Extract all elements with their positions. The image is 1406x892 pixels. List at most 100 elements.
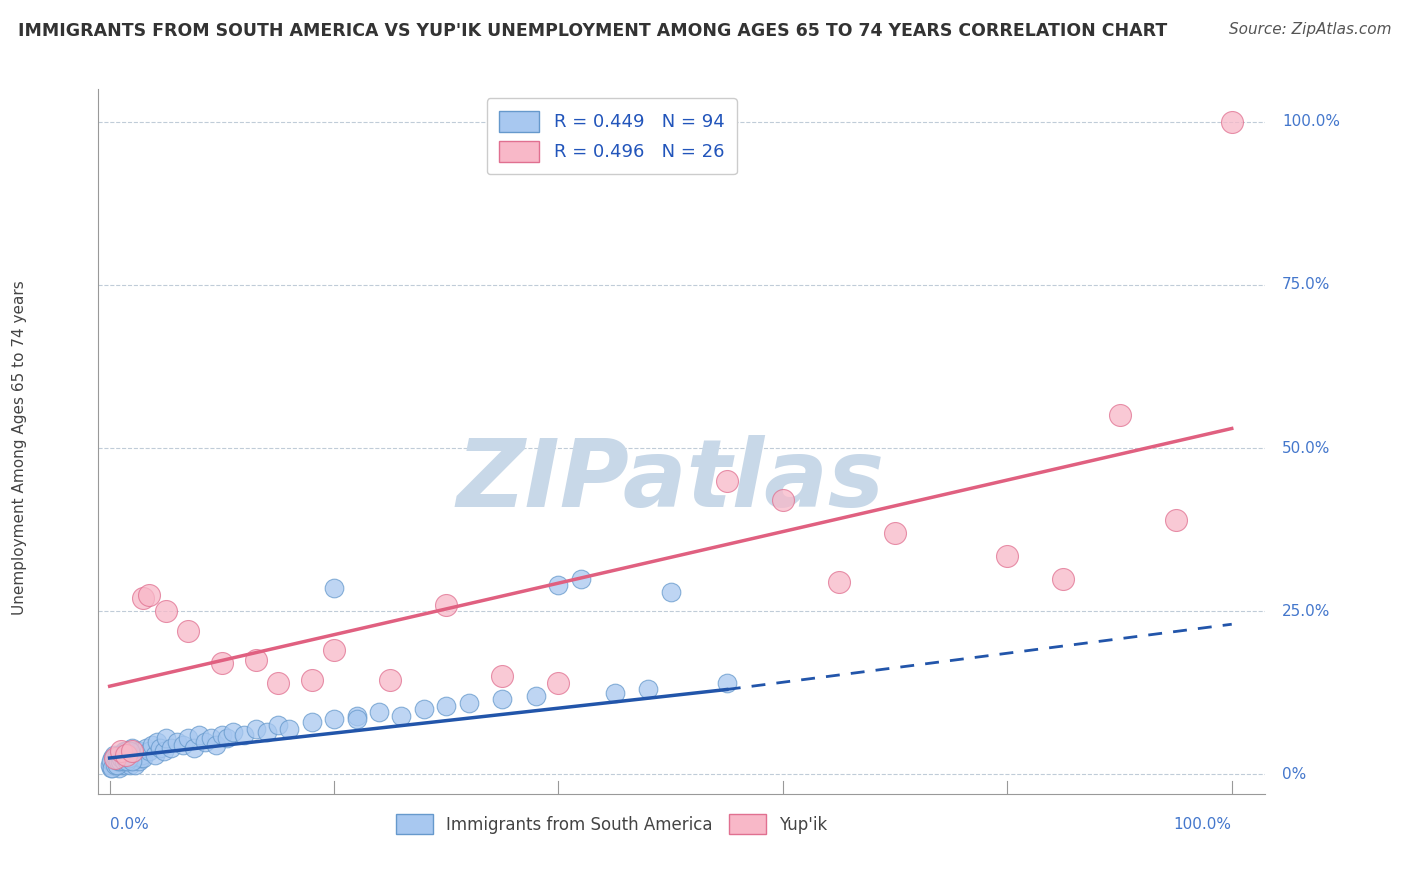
Point xyxy=(107,754,129,768)
Point xyxy=(569,572,592,586)
Point xyxy=(412,702,434,716)
Point xyxy=(217,731,239,746)
Point xyxy=(108,747,131,762)
Point xyxy=(115,751,138,765)
Point xyxy=(98,757,121,772)
Text: 75.0%: 75.0% xyxy=(1282,277,1330,293)
Point xyxy=(115,747,138,762)
Point xyxy=(118,747,141,762)
Point xyxy=(200,731,222,746)
Point xyxy=(110,751,132,765)
Point xyxy=(222,725,245,739)
Point xyxy=(323,582,346,596)
Point xyxy=(524,689,547,703)
Point xyxy=(111,747,134,762)
Point xyxy=(301,673,323,687)
Point xyxy=(110,747,132,762)
Text: 50.0%: 50.0% xyxy=(1282,441,1330,456)
Point xyxy=(103,747,125,762)
Point xyxy=(659,584,682,599)
Point xyxy=(155,604,177,618)
Point xyxy=(105,757,128,772)
Text: 0%: 0% xyxy=(1282,767,1306,781)
Point xyxy=(183,741,205,756)
Point xyxy=(637,682,659,697)
Point xyxy=(995,549,1018,563)
Point xyxy=(110,754,132,768)
Point xyxy=(177,624,200,638)
Point xyxy=(121,754,143,768)
Point xyxy=(233,728,256,742)
Point xyxy=(117,754,139,768)
Point xyxy=(129,744,152,758)
Point xyxy=(603,686,626,700)
Point xyxy=(112,754,135,768)
Point xyxy=(1164,513,1187,527)
Point xyxy=(128,754,150,768)
Point xyxy=(155,731,177,746)
Point xyxy=(103,751,125,765)
Point xyxy=(104,757,127,772)
Point xyxy=(100,761,122,775)
Point xyxy=(135,741,157,756)
Point xyxy=(114,757,136,772)
Text: Unemployment Among Ages 65 to 74 years: Unemployment Among Ages 65 to 74 years xyxy=(13,281,27,615)
Point xyxy=(124,757,146,772)
Point xyxy=(1108,409,1130,423)
Point xyxy=(346,712,368,726)
Point xyxy=(278,722,301,736)
Point xyxy=(323,712,346,726)
Point xyxy=(211,728,233,742)
Point xyxy=(107,754,129,768)
Point xyxy=(380,673,402,687)
Point xyxy=(112,744,135,758)
Point xyxy=(194,734,217,748)
Point xyxy=(111,757,134,772)
Point xyxy=(107,761,129,775)
Point xyxy=(125,751,148,765)
Point xyxy=(141,738,163,752)
Point xyxy=(121,741,143,756)
Point xyxy=(166,734,188,748)
Point xyxy=(389,708,412,723)
Point xyxy=(101,751,124,765)
Point xyxy=(129,751,152,765)
Point xyxy=(547,578,569,592)
Point xyxy=(101,761,124,775)
Point xyxy=(120,751,142,765)
Text: 100.0%: 100.0% xyxy=(1174,817,1232,831)
Point xyxy=(108,751,131,765)
Text: 0.0%: 0.0% xyxy=(110,817,149,831)
Point xyxy=(138,744,160,758)
Point xyxy=(177,731,200,746)
Point xyxy=(118,757,141,772)
Point xyxy=(115,754,138,768)
Point xyxy=(457,696,479,710)
Point xyxy=(434,698,457,713)
Text: 100.0%: 100.0% xyxy=(1282,114,1340,129)
Point xyxy=(104,751,127,765)
Point xyxy=(138,588,160,602)
Point xyxy=(112,754,135,768)
Point xyxy=(368,706,391,720)
Point xyxy=(1220,115,1243,129)
Point xyxy=(301,715,323,730)
Point xyxy=(884,525,907,540)
Point xyxy=(716,474,738,488)
Text: ZIPatlas: ZIPatlas xyxy=(457,434,884,526)
Point xyxy=(100,754,122,768)
Point xyxy=(152,744,174,758)
Point xyxy=(120,744,142,758)
Point xyxy=(104,754,127,768)
Point xyxy=(121,744,143,758)
Point xyxy=(149,741,172,756)
Point xyxy=(828,574,851,589)
Point xyxy=(122,754,145,768)
Point xyxy=(323,643,346,657)
Text: Source: ZipAtlas.com: Source: ZipAtlas.com xyxy=(1229,22,1392,37)
Point xyxy=(211,657,233,671)
Point xyxy=(547,676,569,690)
Point xyxy=(188,728,211,742)
Point xyxy=(118,751,141,765)
Text: IMMIGRANTS FROM SOUTH AMERICA VS YUP'IK UNEMPLOYMENT AMONG AGES 65 TO 74 YEARS C: IMMIGRANTS FROM SOUTH AMERICA VS YUP'IK … xyxy=(18,22,1167,40)
